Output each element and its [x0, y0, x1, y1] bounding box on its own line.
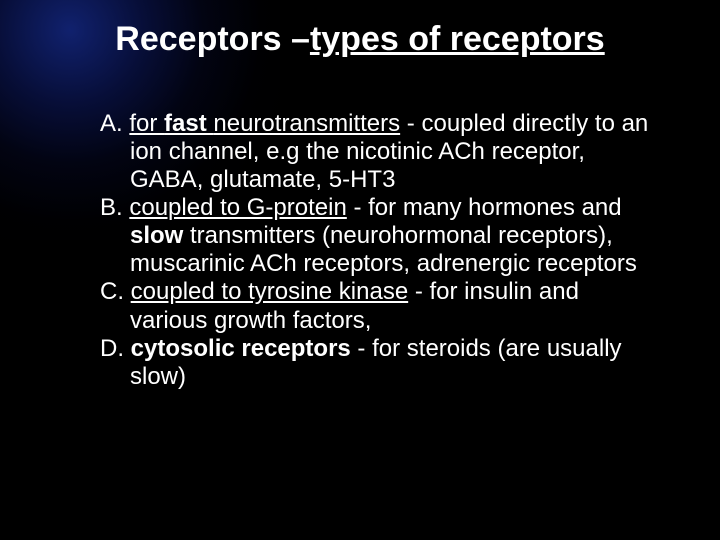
item-lead: C. [100, 278, 131, 305]
item-underline2: neurotransmitters [213, 110, 400, 137]
title-emph: types of receptors [310, 20, 605, 58]
list-item: C. coupled to tyrosine kinase - for insu… [60, 278, 660, 334]
item-rest: transmitters (neurohormonal receptors), … [130, 222, 637, 277]
title-prefix: Receptors – [115, 20, 310, 58]
list-item: A. for fast neurotransmitters - coupled … [60, 110, 660, 194]
list-item: D. cytosolic receptors - for steroids (a… [60, 335, 660, 391]
item-bold: slow [130, 222, 190, 249]
slide: Receptors –types of receptors A. for fas… [0, 0, 720, 540]
item-lead: A. [100, 110, 129, 137]
item-bold-underline: fast [164, 110, 213, 137]
list-item: B. coupled to G-protein - for many hormo… [60, 194, 660, 278]
item-underline: for [129, 110, 164, 137]
item-lead: B. [100, 194, 129, 221]
item-lead: D. [100, 335, 131, 362]
item-underline: coupled to tyrosine kinase [131, 278, 409, 305]
item-rest-pre: - for many hormones and [347, 194, 622, 221]
item-underline: coupled to G-protein [129, 194, 346, 221]
slide-title: Receptors –types of receptors [0, 20, 720, 59]
slide-body: A. for fast neurotransmitters - coupled … [60, 110, 660, 391]
item-bold: cytosolic receptors [131, 335, 351, 362]
